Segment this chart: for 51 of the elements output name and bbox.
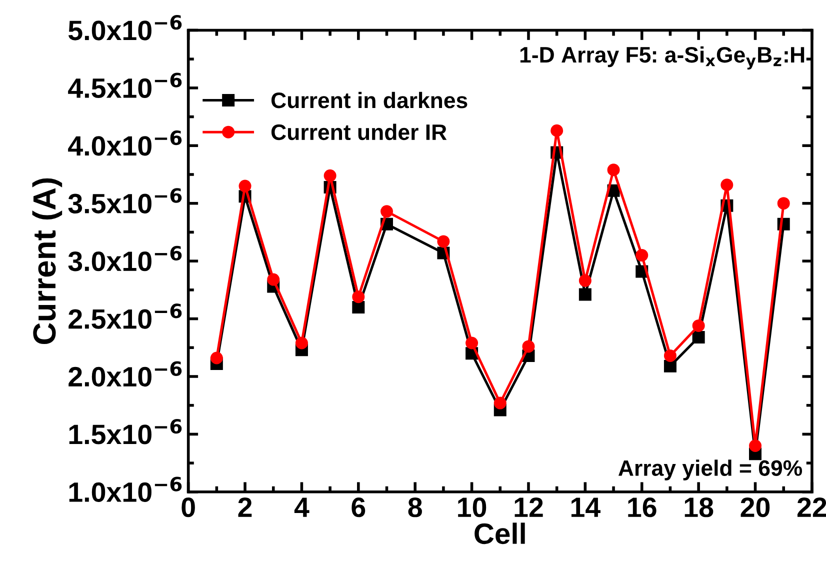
x-tick-label: 6 (352, 498, 366, 518)
x-tick-label: 18 (684, 498, 714, 518)
x-tick-label: 22 (797, 498, 826, 517)
legend-label: Current in darknes (271, 92, 468, 108)
point (437, 235, 450, 248)
x-tick-label: 8 (408, 498, 422, 518)
text: 1-D Array F5: a-Si$_{x}$Ge$_{y}$B$_{z}$:H (520, 46, 804, 70)
point (352, 300, 365, 314)
point (777, 197, 790, 210)
point (550, 124, 564, 137)
annotation: Array yield = 69% (618, 460, 802, 480)
y-tick-label: 3.5x10$^{−6}$ (68, 188, 182, 214)
y-tick-label: 3.0x10$^{−6}$ (68, 246, 182, 272)
x-tick-label: 16 (628, 498, 656, 518)
point (664, 360, 676, 372)
point (664, 349, 676, 362)
point (578, 288, 592, 301)
x-tick-label: 10 (458, 498, 486, 518)
x-axis-title: Cell (474, 522, 525, 544)
x-tick-label: 14 (571, 498, 600, 517)
point (352, 290, 365, 304)
point (494, 396, 506, 410)
y-tick-label: 2.5x10$^{−6}$ (68, 304, 182, 329)
point (210, 352, 223, 364)
point (295, 336, 308, 350)
legend-label: Current under IR (271, 124, 447, 140)
point (267, 273, 280, 286)
point (749, 439, 762, 452)
x-tick-label: 12 (514, 498, 543, 517)
point (522, 340, 535, 353)
x-tick-label: 4 (294, 498, 310, 517)
point (238, 180, 252, 192)
y-tick-label: 4.0x10$^{−6}$ (68, 130, 182, 156)
point (466, 336, 478, 350)
y-tick-label: 4.5x10$^{−6}$ (68, 72, 182, 98)
x-tick-label: 0 (182, 498, 195, 518)
y-axis-title: Current (A) (32, 178, 62, 344)
x-tick-label: 20 (740, 498, 770, 518)
point (324, 169, 336, 182)
y-tick-label: 2.0x10$^{−6}$ (68, 361, 182, 387)
point (636, 249, 648, 262)
point (692, 319, 705, 332)
point (607, 164, 620, 176)
x-tick-label: 2 (238, 498, 252, 517)
y-tick-label: 1.0x10$^{−6}$ (69, 476, 182, 502)
point (720, 178, 734, 192)
point (692, 330, 705, 344)
y-tick-label: 5.0x10$^{−6}$ (68, 14, 182, 40)
point (380, 205, 394, 218)
point (578, 274, 592, 287)
y-tick-label: 1.5x10$^{−6}$ (69, 418, 182, 444)
